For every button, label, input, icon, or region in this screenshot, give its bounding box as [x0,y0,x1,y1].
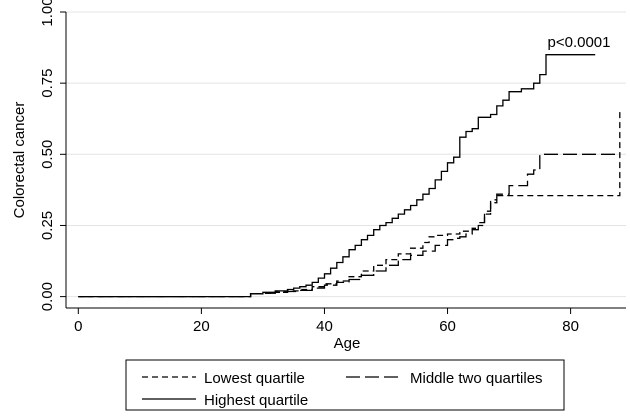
p-value-annotation: p<0.0001 [548,34,611,51]
y-tick-label: 0.00 [39,282,56,311]
x-tick-label: 0 [74,318,82,335]
legend-label-highest: Highest quartile [204,392,308,409]
y-tick-label: 1.00 [39,0,56,27]
gridlines [66,11,626,298]
y-tick-label: 0.75 [39,69,56,98]
x-axis-label: Age [334,335,361,352]
legend-box [125,359,565,411]
legend-label-middle: Middle two quartiles [410,370,543,387]
x-tick-label: 60 [439,318,456,335]
series-line-0 [78,108,621,298]
y-tick-label: 0.25 [39,211,56,240]
legend: Lowest quartile Middle two quartiles Hig… [125,359,565,411]
axes [65,12,626,309]
y-axis-label: Colorectal cancer [11,102,28,219]
x-tick-label: 40 [316,318,333,335]
series-lines [78,54,621,298]
legend-label-lowest: Lowest quartile [204,370,305,387]
series-line-1 [78,153,620,298]
x-tick-label: 20 [193,318,210,335]
x-ticks: 0 20 40 60 80 [74,308,579,335]
y-tick-label: 0.50 [39,140,56,169]
x-tick-label: 80 [562,318,579,335]
series-line-2 [78,54,596,298]
y-ticks: 0.00 0.25 0.50 0.75 1.00 [39,0,66,311]
